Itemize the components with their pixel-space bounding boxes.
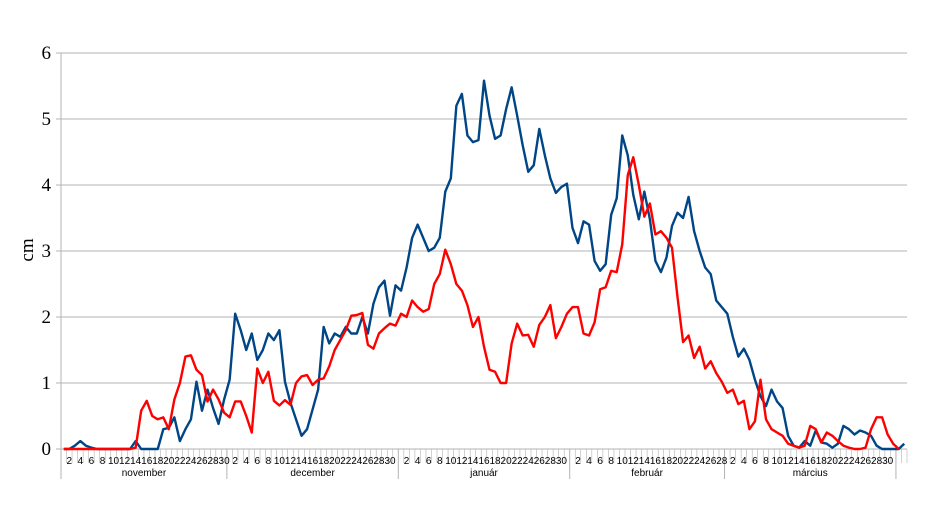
y-tick-label: 6 — [42, 43, 52, 64]
x-tick-label: 16 — [141, 456, 153, 467]
y-tick-label: 4 — [42, 175, 52, 196]
x-tick-label: 18 — [489, 456, 501, 467]
x-tick-label: 6 — [752, 456, 758, 467]
x-tick-label: 10 — [274, 456, 286, 467]
x-tick-label: 6 — [89, 456, 95, 467]
x-tick-label: 10 — [108, 456, 120, 467]
x-tick-label: 16 — [478, 456, 490, 467]
month-label: november — [122, 468, 167, 479]
x-tick-label: 2 — [575, 456, 581, 467]
x-tick-label: 10 — [445, 456, 457, 467]
x-tick-label: 30 — [556, 456, 568, 467]
x-tick-label: 4 — [586, 456, 592, 467]
x-tick-label: 8 — [266, 456, 272, 467]
x-tick-label: 28 — [207, 456, 219, 467]
y-tick-label: 1 — [42, 373, 52, 394]
x-tick-label: 22 — [340, 456, 352, 467]
x-tick-label: 28 — [545, 456, 557, 467]
x-tick-label: 28 — [373, 456, 385, 467]
x-tick-label: 22 — [838, 456, 850, 467]
y-tick-label: 2 — [42, 307, 52, 328]
x-tick-label: 2 — [404, 456, 410, 467]
x-tick-label: 24 — [351, 456, 363, 467]
x-tick-label: 8 — [437, 456, 443, 467]
x-tick-label: 14 — [130, 456, 142, 467]
x-tick-label: 28 — [871, 456, 883, 467]
x-tick-label: 14 — [296, 456, 308, 467]
x-tick-label: 20 — [672, 456, 684, 467]
y-tick-label: 3 — [42, 241, 52, 262]
x-tick-label: 8 — [100, 456, 106, 467]
x-tick-label: 6 — [426, 456, 432, 467]
x-tick-label: 18 — [816, 456, 828, 467]
x-tick-label: 14 — [467, 456, 479, 467]
x-tick-label: 2 — [67, 456, 73, 467]
x-tick-label: 20 — [163, 456, 175, 467]
x-tick-label: 6 — [597, 456, 603, 467]
x-tick-label: 24 — [185, 456, 197, 467]
month-label: március — [793, 468, 828, 479]
x-tick-label: 28 — [716, 456, 728, 467]
x-tick-label: 26 — [196, 456, 208, 467]
x-tick-label: 6 — [255, 456, 261, 467]
x-axis-day-labels: 2 4 6 8 10 12 14 16 18 20 22 24 26 28 30 2 4 6 8 10 12 14 16 18… — [67, 456, 894, 467]
x-tick-label: 26 — [860, 456, 872, 467]
x-tick-label: 8 — [763, 456, 769, 467]
x-tick-label: 30 — [882, 456, 894, 467]
x-tick-label: 12 — [285, 456, 297, 467]
x-tick-label: 2 — [730, 456, 736, 467]
x-tick-label: 16 — [650, 456, 662, 467]
y-axis-label: cm — [17, 238, 38, 261]
x-tick-label: 22 — [683, 456, 695, 467]
x-tick-label: 18 — [318, 456, 330, 467]
x-tick-label: 18 — [152, 456, 164, 467]
series-lines — [63, 79, 906, 451]
y-axis-tick-labels: 0 1 2 3 4 5 6 — [42, 43, 52, 460]
x-tick-label: 26 — [705, 456, 717, 467]
x-tick-label: 30 — [384, 456, 396, 467]
x-tick-label: 20 — [501, 456, 513, 467]
y-tick-label: 5 — [42, 109, 52, 130]
x-tick-label: 10 — [617, 456, 629, 467]
x-tick-label: 20 — [329, 456, 341, 467]
x-tick-label: 16 — [805, 456, 817, 467]
gridlines — [61, 52, 907, 384]
x-tick-label: 20 — [827, 456, 839, 467]
x-tick-label: 4 — [243, 456, 249, 467]
x-tick-label: 24 — [694, 456, 706, 467]
x-tick-label: 26 — [362, 456, 374, 467]
month-label: január — [469, 468, 498, 479]
x-tick-label: 24 — [523, 456, 535, 467]
x-tick-label: 14 — [639, 456, 651, 467]
x-tick-label: 4 — [415, 456, 421, 467]
series-line-1 — [63, 79, 906, 451]
axes — [56, 52, 908, 479]
x-tick-label: 12 — [456, 456, 468, 467]
x-tick-label: 22 — [174, 456, 186, 467]
x-axis-month-labels: november december január február március — [122, 468, 828, 479]
x-tick-label: 10 — [771, 456, 783, 467]
x-tick-label: 30 — [219, 456, 231, 467]
x-tick-label: 18 — [661, 456, 673, 467]
month-label: február — [631, 468, 663, 479]
x-tick-label: 26 — [534, 456, 546, 467]
x-tick-label: 24 — [849, 456, 861, 467]
month-label: december — [290, 468, 335, 479]
series-line-2 — [63, 156, 900, 451]
x-tick-label: 4 — [78, 456, 84, 467]
x-tick-label: 12 — [783, 456, 795, 467]
y-tick-label: 0 — [42, 439, 52, 460]
x-tick-label: 12 — [119, 456, 131, 467]
x-tick-label: 4 — [741, 456, 747, 467]
x-tick-label: 2 — [232, 456, 238, 467]
x-tick-label: 12 — [628, 456, 640, 467]
x-tick-label: 14 — [794, 456, 806, 467]
x-tick-label: 8 — [608, 456, 614, 467]
x-tick-label: 16 — [307, 456, 319, 467]
x-tick-label: 22 — [512, 456, 524, 467]
